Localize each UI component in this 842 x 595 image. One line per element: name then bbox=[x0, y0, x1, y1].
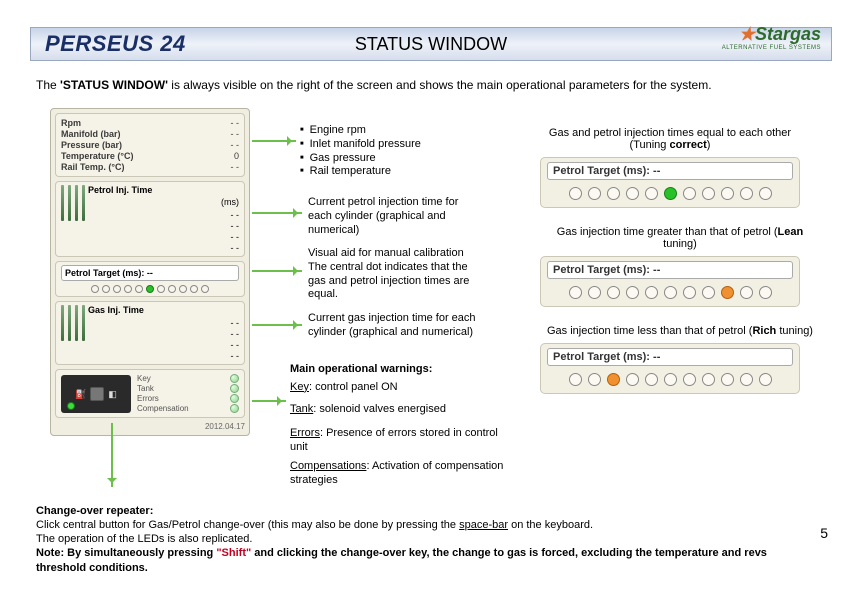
footer-note: Change-over repeater: Click central butt… bbox=[36, 504, 812, 575]
indicator-led bbox=[230, 394, 239, 403]
target-box-lean: Petrol Target (ms): -- bbox=[540, 256, 800, 307]
params-block: Rpm - - Manifold (bar) - - Pressure (bar) - -… bbox=[55, 113, 245, 177]
gas-inj-values: - -- -- -- - bbox=[88, 318, 239, 361]
arrow-4 bbox=[252, 324, 302, 326]
arrow-5 bbox=[252, 400, 286, 402]
param-bullets: Engine rpmInlet manifold pressureGas pre… bbox=[300, 124, 480, 179]
changeover-repeater[interactable]: ⛽ ◧ bbox=[61, 375, 131, 413]
ann-warnings: Main operational warnings: Key: control … bbox=[290, 363, 490, 395]
indicators-block: ⛽ ◧ KeyTankErrorsCompensation bbox=[55, 369, 245, 418]
bullet-item: Rail temperature bbox=[300, 165, 480, 179]
gas-inj-block: Gas Inj. Time - -- -- -- - bbox=[55, 301, 245, 365]
status-led bbox=[67, 402, 75, 410]
indicator-label: Compensation bbox=[137, 404, 189, 413]
param-label: Manifold (bar) bbox=[61, 129, 121, 139]
indicator-label: Errors bbox=[137, 394, 159, 403]
indicator-led bbox=[230, 384, 239, 393]
ann-petrol: Current petrol injection time for each c… bbox=[308, 196, 478, 237]
param-value: - - bbox=[231, 118, 240, 128]
param-label: Temperature (°C) bbox=[61, 151, 133, 161]
changeover-button[interactable] bbox=[90, 387, 104, 401]
ann-tank: Tank: solenoid valves energised bbox=[290, 403, 510, 417]
param-value: - - bbox=[231, 129, 240, 139]
clock: 2012.04.17 bbox=[55, 422, 245, 431]
logo-subtitle: ALTERNATIVE FUEL SYSTEMS bbox=[722, 45, 821, 51]
bullet-item: Engine rpm bbox=[300, 124, 480, 138]
ann-gas: Current gas injection time for each cyli… bbox=[308, 312, 478, 340]
target-dots bbox=[61, 285, 239, 293]
logo-text: Stargas bbox=[755, 24, 821, 44]
right-column: Gas and petrol injection times equal to … bbox=[540, 124, 820, 394]
indicator-label: Key bbox=[137, 374, 151, 383]
petrol-inj-title: Petrol Inj. Time bbox=[88, 185, 239, 195]
bullet-item: Inlet manifold pressure bbox=[300, 138, 480, 152]
gas-inj-bars bbox=[61, 305, 85, 361]
ann-visual: Visual aid for manual calibration The ce… bbox=[308, 247, 483, 302]
petrol-inj-values: - -- -- -- - bbox=[88, 210, 239, 253]
arrow-2 bbox=[252, 212, 302, 214]
intro-text: The 'STATUS WINDOW' is always visible on… bbox=[36, 78, 822, 92]
arrow-down bbox=[111, 423, 113, 487]
indicator-led bbox=[230, 404, 239, 413]
arrow-3 bbox=[252, 270, 302, 272]
ann-errors: Errors: Presence of errors stored in con… bbox=[290, 427, 510, 455]
param-label: Pressure (bar) bbox=[61, 140, 122, 150]
logo: ★Stargas ALTERNATIVE FUEL SYSTEMS bbox=[722, 24, 821, 51]
bullet-item: Gas pressure bbox=[300, 152, 480, 166]
target-box-rich: Petrol Target (ms): -- bbox=[540, 343, 800, 394]
petrol-inj-block: Petrol Inj. Time (ms) - -- -- -- - bbox=[55, 181, 245, 257]
dots-rich bbox=[547, 373, 793, 386]
param-value: - - bbox=[231, 162, 240, 172]
petrol-target-block: Petrol Target (ms): -- bbox=[55, 261, 245, 297]
header-bar: STATUS WINDOW PERSEUS 24 ★Stargas ALTERN… bbox=[30, 27, 832, 61]
arrow-1 bbox=[252, 140, 296, 142]
param-label: Rpm bbox=[61, 118, 81, 128]
indicator-label: Tank bbox=[137, 384, 154, 393]
petrol-icon: ⛽ bbox=[75, 389, 86, 400]
ann-comp: Compensations: Activation of compensatio… bbox=[290, 460, 510, 488]
gas-icon: ◧ bbox=[108, 389, 117, 400]
target-box-correct: Petrol Target (ms): -- bbox=[540, 157, 800, 208]
dots-correct bbox=[547, 187, 793, 200]
status-window-panel: Rpm - - Manifold (bar) - - Pressure (bar) - -… bbox=[50, 108, 250, 436]
param-value: 0 bbox=[234, 151, 239, 161]
caption-rich: Gas injection time less than that of pet… bbox=[540, 325, 820, 337]
dots-lean bbox=[547, 286, 793, 299]
param-value: - - bbox=[231, 140, 240, 150]
target-label: Petrol Target (ms): -- bbox=[61, 265, 239, 281]
gas-inj-title: Gas Inj. Time bbox=[88, 305, 239, 315]
caption-correct: Gas and petrol injection times equal to … bbox=[540, 127, 800, 151]
petrol-inj-bars bbox=[61, 185, 85, 253]
indicator-led bbox=[230, 374, 239, 383]
param-label: Rail Temp. (°C) bbox=[61, 162, 124, 172]
page-number: 5 bbox=[820, 525, 828, 541]
page-title: STATUS WINDOW bbox=[31, 34, 831, 55]
caption-lean: Gas injection time greater than that of … bbox=[540, 226, 820, 250]
ms-label: (ms) bbox=[88, 197, 239, 207]
logo-star-icon: ★ bbox=[739, 24, 755, 44]
